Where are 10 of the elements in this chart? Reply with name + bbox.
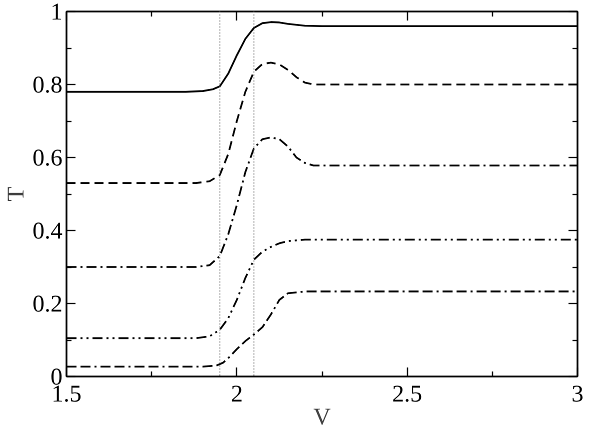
y-tick-label: 1 — [50, 0, 62, 26]
y-tick-label: 0.8 — [32, 72, 62, 98]
y-tick-label: 0.6 — [32, 146, 62, 172]
x-tick-label: 3 — [572, 382, 584, 408]
x-axis-title: V — [313, 404, 332, 430]
y-tick-label: 0.2 — [32, 292, 62, 318]
x-tick-label: 2 — [230, 382, 243, 408]
y-tick-label: 0.4 — [32, 218, 62, 244]
x-tick-label: 2.5 — [392, 382, 422, 408]
y-axis-title: T — [4, 186, 30, 202]
